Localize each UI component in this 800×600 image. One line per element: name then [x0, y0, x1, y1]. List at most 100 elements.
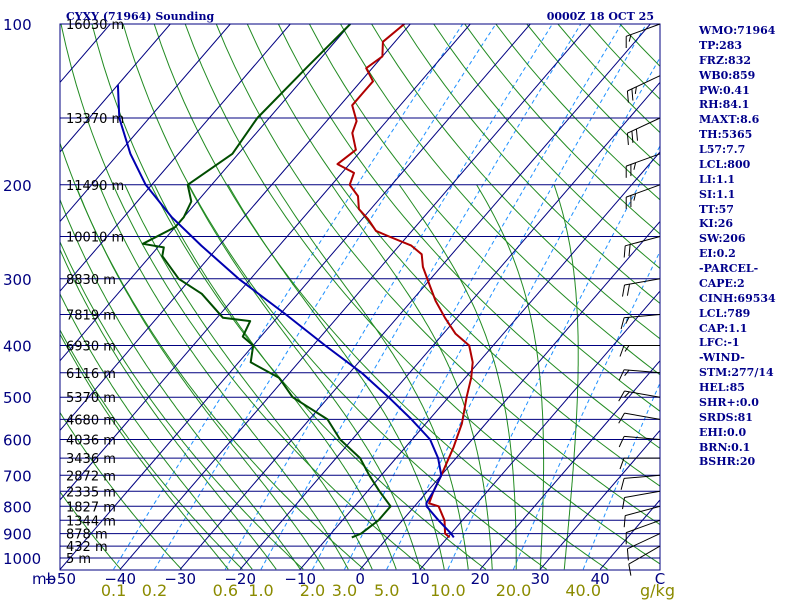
index-entry: LCL:789	[699, 306, 751, 320]
index-entry: STM:277/14	[699, 366, 774, 380]
temperature-tick-label: −30	[164, 570, 196, 588]
height-label: 878 m	[66, 528, 108, 543]
isotherm-line	[119, 24, 591, 570]
index-entry: SRDS:81	[699, 410, 753, 424]
station-title: CYXY (71964) Sounding	[66, 10, 214, 23]
valid-time: 0000Z 18 OCT 25	[547, 10, 654, 23]
height-label: 2335 m	[66, 485, 116, 500]
isotherm-line	[60, 24, 231, 223]
index-entry: -WIND-	[699, 351, 745, 365]
wind-barb	[620, 474, 661, 490]
index-entry: EI:0.2	[699, 247, 736, 261]
index-entry: LI:1.1	[699, 172, 736, 186]
height-label: 7819 m	[66, 309, 116, 324]
sounding-indices-panel: WMO:71964 TP:283 FRZ:832 WB0:859 PW:0.41 RH:8…	[699, 24, 799, 470]
temperature-tick-label: 10	[411, 570, 430, 588]
mixing-ratio-label: 40.0	[565, 581, 601, 600]
isotherm-line	[359, 220, 660, 570]
dry-adiabat-line	[308, 24, 660, 412]
pressure-label: 700	[3, 467, 32, 485]
wind-barb	[618, 390, 661, 402]
temperature-tick-label: −40	[104, 570, 136, 588]
pressure-label: 1000	[3, 550, 41, 568]
temperature-unit-label: C	[655, 570, 665, 588]
index-entry: BSHR:20	[699, 455, 756, 469]
wind-barb	[626, 117, 661, 145]
isotherm-line	[179, 24, 651, 570]
index-entry: TH:5365	[699, 128, 753, 142]
dry-adiabat-line	[277, 24, 660, 449]
moist-adiabat-line	[553, 184, 579, 570]
dewpoint-trace	[141, 24, 392, 539]
isotherm-line	[299, 151, 660, 570]
wind-barb	[625, 23, 661, 48]
pressure-label: 200	[3, 177, 32, 195]
temperature-tick-label: 20	[471, 570, 490, 588]
pressure-label: 800	[3, 498, 32, 516]
mixing-ratio-labels: 0.1 0.2 0.6 1.0 2.0 3.0 5.0 10.0 20.0 40.0	[101, 581, 601, 600]
mixing-ratio-label: 3.0	[332, 581, 357, 600]
moist-adiabat-line	[476, 184, 545, 570]
wind-barb	[625, 184, 661, 209]
wind-barbs	[618, 23, 661, 576]
height-label: 6930 m	[66, 340, 116, 355]
dry-adiabat-line	[215, 24, 660, 526]
index-entry: WB0:859	[699, 68, 756, 82]
moist-adiabat-line	[153, 184, 397, 570]
height-label: 4680 m	[66, 413, 116, 428]
pressure-label: 100	[3, 16, 32, 34]
index-entry: FRZ:832	[699, 53, 752, 67]
dry-adiabat-line	[60, 328, 243, 570]
isotherm-line	[239, 81, 660, 570]
height-label: 16030 m	[66, 18, 124, 33]
index-entry: SI:1.1	[699, 187, 736, 201]
index-entry: BRN:0.1	[699, 440, 751, 454]
temperature-tick-labels: −50 −40 −30 −20 −10 0 10 20 30 40 C	[44, 570, 665, 588]
mixing-ratio-label: 0.2	[142, 581, 167, 600]
wind-barb	[626, 533, 661, 561]
dry-adiabat-line	[340, 24, 660, 376]
moist-adiabat-line	[75, 184, 325, 570]
height-labels: 16030 m 13370 m 11490 m 10010 m 8830 m 7819 m…	[66, 18, 124, 567]
moist-adiabat-line	[274, 184, 469, 570]
index-entry: PW:0.41	[699, 83, 750, 97]
moist-adiabat-line	[398, 184, 517, 570]
temperature-tick-label: −20	[224, 570, 256, 588]
wind-barb	[628, 545, 661, 576]
mixing-ratio-label: 20.0	[496, 581, 532, 600]
index-entry: L57:7.7	[699, 143, 746, 156]
index-entry: CAP:1.1	[699, 321, 748, 335]
temperature-tick-label: 0	[355, 570, 365, 588]
wind-barb	[618, 412, 661, 424]
pressure-label: 600	[3, 432, 32, 450]
moist-adiabat-line	[331, 184, 493, 570]
wind-barb	[622, 490, 661, 510]
pressure-label: 900	[3, 526, 32, 544]
pressure-label: 400	[3, 338, 32, 356]
isotherm-line	[60, 24, 531, 570]
index-entry: LCL:800	[699, 157, 751, 171]
height-label: 4036 m	[66, 434, 116, 449]
parcel-trace	[116, 84, 455, 538]
height-label: 13370 m	[66, 112, 124, 127]
height-label: 5 m	[66, 552, 91, 567]
index-entry: KI:26	[699, 217, 734, 231]
index-entry: TT:57	[699, 202, 734, 216]
height-label: 1344 m	[66, 514, 116, 529]
index-entry: SW:206	[699, 232, 746, 246]
height-label: 432 m	[66, 540, 108, 555]
wind-barb	[623, 236, 661, 258]
dry-adiabat-line	[60, 411, 182, 570]
mixing-ratio-label: 0.1	[101, 581, 126, 600]
mixing-ratio-line	[113, 24, 464, 570]
moist-adiabat-line	[60, 292, 253, 570]
mixing-ratio-line	[260, 24, 582, 570]
height-label: 3436 m	[66, 452, 116, 467]
mixing-ratio-line	[582, 381, 660, 570]
mixing-ratio-unit-label: g/kg	[640, 581, 675, 600]
isotherm-line	[539, 429, 660, 570]
wind-barb	[619, 345, 660, 357]
sounding-traces	[116, 24, 474, 539]
height-label: 11490 m	[66, 179, 124, 194]
